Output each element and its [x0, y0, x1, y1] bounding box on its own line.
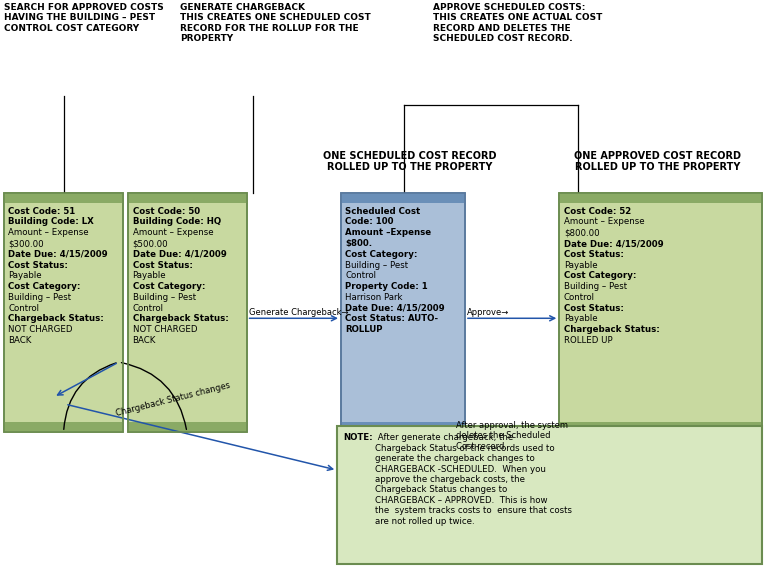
- Text: Chargeback Status:: Chargeback Status:: [133, 314, 228, 324]
- Text: Cost Category:: Cost Category:: [345, 250, 417, 259]
- Text: BACK: BACK: [133, 336, 156, 345]
- Text: Building – Pest: Building – Pest: [133, 293, 195, 302]
- Bar: [559, 193, 762, 432]
- Bar: [341, 193, 465, 203]
- Text: After generate chargeback, the
Chargeback Status of the records used to
generate: After generate chargeback, the Chargebac…: [375, 433, 572, 526]
- Text: Building Code: HQ: Building Code: HQ: [133, 217, 221, 227]
- Text: BACK: BACK: [8, 336, 32, 345]
- Text: GENERATE CHARGEBACK
THIS CREATES ONE SCHEDULED COST
RECORD FOR THE ROLLUP FOR TH: GENERATE CHARGEBACK THIS CREATES ONE SCH…: [180, 3, 371, 43]
- Bar: [559, 422, 762, 432]
- Text: Cost Category:: Cost Category:: [564, 272, 636, 280]
- Bar: [337, 426, 762, 564]
- Text: $800.: $800.: [345, 239, 372, 248]
- Text: Cost Status: AUTO-: Cost Status: AUTO-: [345, 314, 439, 324]
- Text: Date Due: 4/15/2009: Date Due: 4/15/2009: [564, 239, 663, 248]
- Text: NOT CHARGED: NOT CHARGED: [8, 325, 73, 334]
- Text: Amount – Expense: Amount – Expense: [564, 217, 644, 227]
- Bar: [128, 193, 247, 432]
- Bar: [341, 422, 465, 432]
- Text: Control: Control: [345, 272, 376, 280]
- Text: Cost Status:: Cost Status:: [564, 250, 624, 259]
- Text: ONE APPROVED COST RECORD
ROLLED UP TO THE PROPERTY: ONE APPROVED COST RECORD ROLLED UP TO TH…: [574, 151, 741, 172]
- Text: Harrison Park: Harrison Park: [345, 293, 403, 302]
- Text: Scheduled Cost: Scheduled Cost: [345, 207, 421, 215]
- Text: Cost Category:: Cost Category:: [133, 282, 205, 291]
- Text: Amount – Expense: Amount – Expense: [133, 228, 213, 237]
- Text: Building – Pest: Building – Pest: [345, 260, 408, 270]
- Text: Date Due: 4/15/2009: Date Due: 4/15/2009: [345, 304, 445, 312]
- Text: Payable: Payable: [564, 314, 597, 324]
- Text: Generate Chargeback→: Generate Chargeback→: [249, 308, 349, 317]
- Text: Cost Code: 51: Cost Code: 51: [8, 207, 76, 215]
- Text: Property Code: 1: Property Code: 1: [345, 282, 428, 291]
- Text: NOT CHARGED: NOT CHARGED: [133, 325, 197, 334]
- Text: Code: 100: Code: 100: [345, 217, 394, 227]
- Bar: [128, 422, 247, 432]
- Bar: [4, 193, 123, 203]
- Text: Cost Status:: Cost Status:: [133, 260, 192, 270]
- Text: ROLLUP: ROLLUP: [345, 325, 383, 334]
- Bar: [128, 193, 247, 203]
- Bar: [4, 193, 123, 432]
- Text: $300.00: $300.00: [8, 239, 44, 248]
- Text: Amount – Expense: Amount – Expense: [8, 228, 89, 237]
- Text: APPROVE SCHEDULED COSTS:
THIS CREATES ONE ACTUAL COST
RECORD AND DELETES THE
SCH: APPROVE SCHEDULED COSTS: THIS CREATES ON…: [433, 3, 602, 43]
- Text: Date Due: 4/15/2009: Date Due: 4/15/2009: [8, 250, 108, 259]
- Text: $800.00: $800.00: [564, 228, 600, 237]
- Text: Control: Control: [133, 304, 163, 312]
- Text: $500.00: $500.00: [133, 239, 169, 248]
- Text: Cost Category:: Cost Category:: [8, 282, 80, 291]
- Text: Cost Code: 50: Cost Code: 50: [133, 207, 200, 215]
- Text: NOTE:: NOTE:: [343, 433, 373, 442]
- Text: Building – Pest: Building – Pest: [8, 293, 71, 302]
- Text: Payable: Payable: [133, 272, 166, 280]
- Text: SEARCH FOR APPROVED COSTS
HAVING THE BUILDING – PEST
CONTROL COST CATEGORY: SEARCH FOR APPROVED COSTS HAVING THE BUI…: [4, 3, 164, 33]
- Text: Amount –Expense: Amount –Expense: [345, 228, 431, 237]
- Text: Building Code: LX: Building Code: LX: [8, 217, 94, 227]
- Text: Chargeback Status:: Chargeback Status:: [8, 314, 104, 324]
- Bar: [559, 193, 762, 203]
- Text: Date Due: 4/1/2009: Date Due: 4/1/2009: [133, 250, 226, 259]
- Text: Cost Status:: Cost Status:: [8, 260, 68, 270]
- Text: Payable: Payable: [8, 272, 42, 280]
- Text: ROLLED UP: ROLLED UP: [564, 336, 612, 345]
- Bar: [559, 193, 762, 432]
- Text: Control: Control: [8, 304, 39, 312]
- Bar: [128, 193, 247, 432]
- Text: Cost Status:: Cost Status:: [564, 304, 624, 312]
- Text: Building – Pest: Building – Pest: [564, 282, 627, 291]
- Bar: [4, 422, 123, 432]
- Text: Payable: Payable: [564, 260, 597, 270]
- Text: Cost Code: 52: Cost Code: 52: [564, 207, 631, 215]
- Text: Approve→: Approve→: [467, 308, 509, 317]
- Bar: [341, 193, 465, 432]
- Text: Chargeback Status changes: Chargeback Status changes: [115, 380, 231, 418]
- Text: After approval, the system
deletes the Scheduled
Cost record.: After approval, the system deletes the S…: [456, 421, 568, 451]
- Bar: [4, 193, 123, 432]
- Text: Chargeback Status:: Chargeback Status:: [564, 325, 660, 334]
- Bar: [341, 193, 465, 432]
- Text: ONE SCHEDULED COST RECORD
ROLLED UP TO THE PROPERTY: ONE SCHEDULED COST RECORD ROLLED UP TO T…: [323, 151, 496, 172]
- Text: Control: Control: [564, 293, 594, 302]
